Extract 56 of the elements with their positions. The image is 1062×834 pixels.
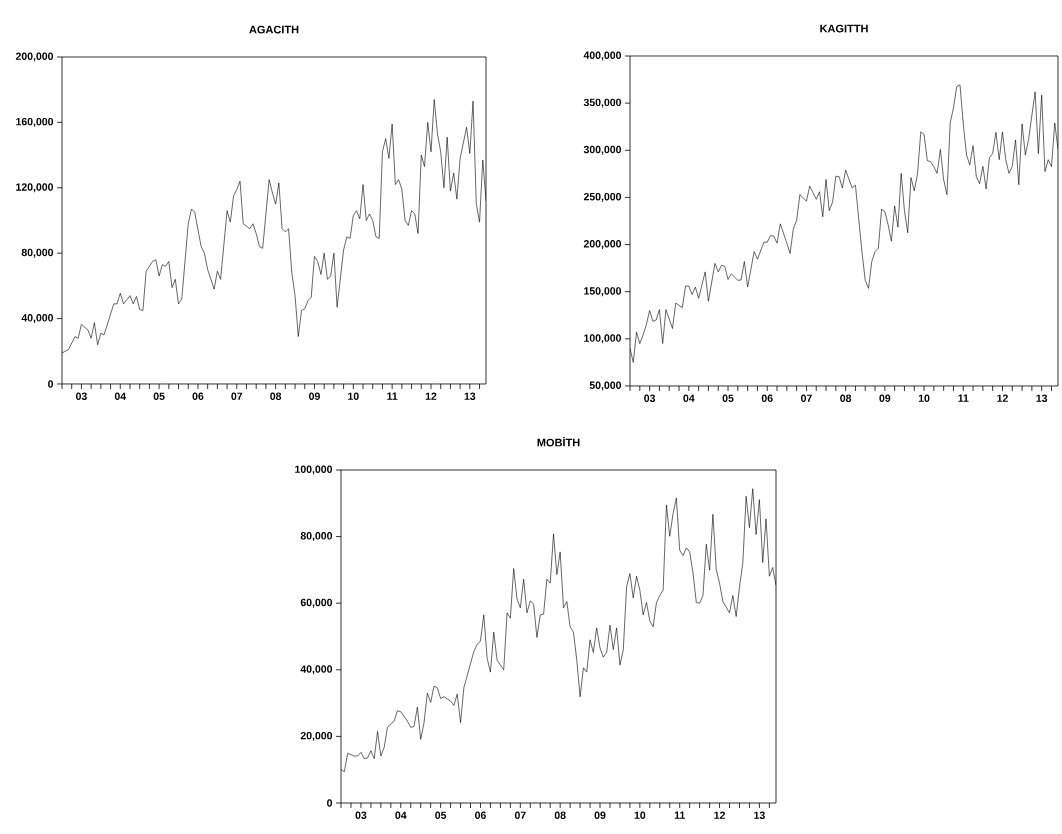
y-tick-label: 120,000 (16, 183, 54, 193)
y-tick-label: 100,000 (295, 465, 333, 475)
y-tick-label: 60,000 (300, 598, 333, 608)
x-tick-label: 09 (594, 811, 606, 819)
x-tick-label: 07 (801, 394, 812, 402)
chart-title: KAGITTH (820, 24, 868, 33)
x-tick-label: 11 (387, 392, 398, 400)
y-tick-label: 300,000 (583, 145, 622, 155)
x-tick-label: 13 (1036, 394, 1048, 402)
x-tick-label: 04 (114, 392, 127, 400)
x-tick-label: 05 (435, 811, 447, 819)
x-tick-label: 12 (997, 394, 1008, 402)
chart-title: MOBİTH (537, 436, 580, 447)
x-tick-label: 13 (464, 392, 476, 400)
x-tick-label: 04 (395, 811, 407, 819)
y-tick-label: 200,000 (15, 52, 54, 62)
y-tick-label: 160,000 (16, 117, 54, 127)
x-tick-label: 04 (683, 394, 695, 402)
y-tick-label: 50,000 (589, 381, 622, 391)
x-tick-label: 05 (722, 394, 734, 402)
y-tick-label: 0 (327, 799, 333, 807)
y-tick-label: 100,000 (584, 334, 622, 344)
x-tick-label: 11 (958, 394, 969, 402)
x-tick-label: 06 (192, 392, 204, 400)
y-tick-label: 0 (48, 380, 54, 388)
x-tick-label: 08 (554, 811, 566, 819)
y-tick-label: 80,000 (300, 532, 333, 542)
x-tick-label: 08 (840, 394, 852, 402)
y-tick-label: 40,000 (300, 665, 333, 675)
y-tick-label: 200,000 (583, 240, 622, 250)
x-tick-label: 10 (634, 811, 646, 819)
x-tick-label: 10 (918, 394, 930, 402)
y-tick-label: 350,000 (583, 98, 622, 108)
y-tick-label: 40,000 (21, 314, 54, 324)
x-tick-label: 08 (270, 392, 282, 400)
x-tick-label: 12 (425, 392, 437, 400)
x-tick-label: 06 (761, 394, 773, 402)
x-tick-label: 13 (754, 811, 765, 819)
chart-title: AGACITH (249, 25, 299, 34)
y-tick-label: 150,000 (584, 287, 622, 297)
x-tick-label: 12 (714, 811, 725, 819)
y-tick-label: 80,000 (21, 248, 54, 258)
x-tick-label: 03 (355, 811, 367, 819)
x-tick-label: 07 (231, 392, 243, 400)
x-tick-label: 09 (879, 394, 891, 402)
x-tick-label: 03 (644, 394, 656, 402)
x-tick-label: 11 (674, 811, 685, 819)
x-tick-label: 09 (309, 392, 320, 400)
y-tick-label: 250,000 (583, 192, 622, 202)
x-tick-label: 07 (514, 811, 526, 819)
x-tick-label: 10 (348, 392, 359, 400)
x-tick-label: 03 (76, 392, 87, 400)
x-tick-label: 05 (153, 392, 165, 400)
y-tick-label: 20,000 (300, 731, 333, 741)
x-tick-label: 06 (475, 811, 486, 819)
y-tick-label: 400,000 (583, 51, 622, 61)
